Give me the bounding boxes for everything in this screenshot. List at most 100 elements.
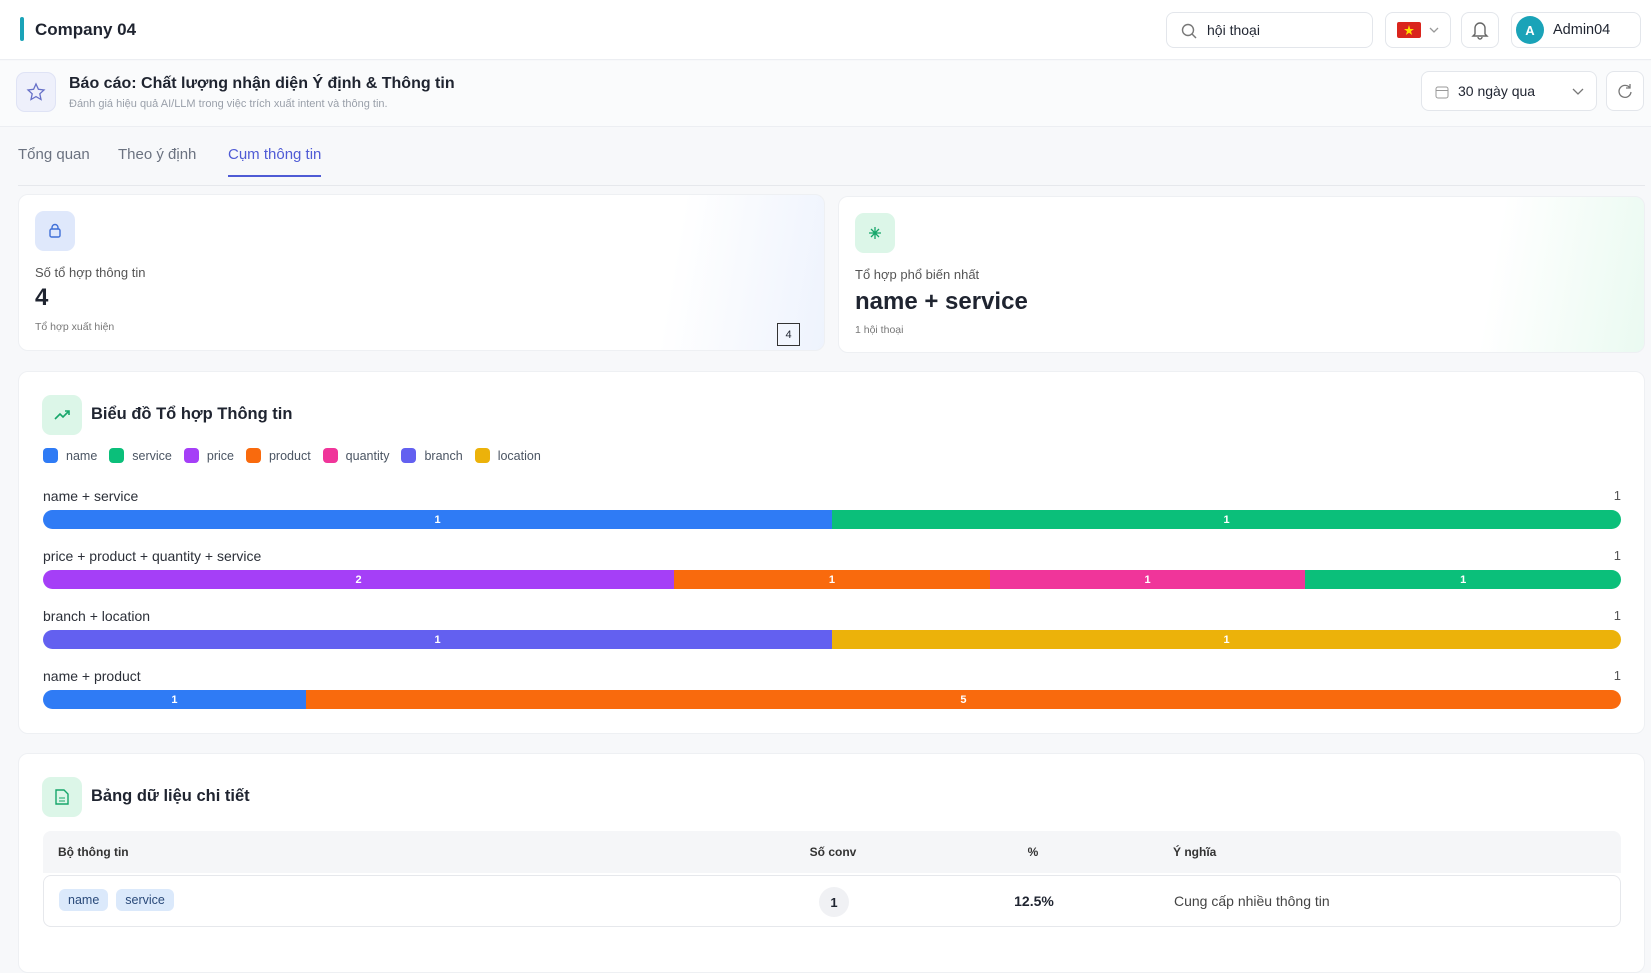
column-header: Bộ thông tin [58, 845, 129, 859]
bar-segment: 1 [43, 510, 832, 529]
legend-item: quantity [322, 448, 390, 463]
row-count: 1 [1613, 608, 1621, 623]
table-body: name service 1 12.5% Cung cấp nhiều thông ti… [43, 875, 1621, 933]
row-label: name + service [43, 488, 139, 504]
bar-segment: 1 [1305, 570, 1621, 589]
bar-segment: 5 [305, 690, 1621, 709]
table-title: Bảng dữ liệu chi tiết [91, 787, 250, 805]
bar-segment: 1 [832, 630, 1621, 649]
company-name: Company 04 [35, 20, 137, 39]
meaning: Cung cấp nhiều thông tin [1174, 893, 1330, 909]
legend-label: price [206, 448, 234, 463]
card-note: 1 hội thoại [855, 324, 904, 336]
percent: 12.5% [1014, 893, 1054, 909]
legend-swatch [474, 448, 490, 463]
bar-segment: 1 [43, 690, 306, 709]
legend: name service price product quantity branch loc… [43, 448, 553, 468]
legend-swatch [183, 448, 199, 463]
card-note: Tổ hợp xuất hiện [35, 321, 115, 333]
report-title: Báo cáo: Chất lượng nhận diện Ý định & T… [69, 75, 455, 92]
bar-segment: 1 [832, 510, 1621, 529]
tag: service [116, 889, 174, 911]
chart-title: Biểu đồ Tổ hợp Thông tin [91, 405, 293, 423]
language-button[interactable] [1385, 12, 1451, 48]
row-label: price + product + quantity + service [43, 548, 262, 564]
card-badge: 4 [777, 323, 800, 346]
bell-icon [1471, 22, 1489, 40]
card-value: name + service [855, 288, 1028, 315]
refresh-button[interactable] [1606, 71, 1644, 111]
tab[interactable]: Theo ý định [118, 146, 197, 163]
user-menu[interactable]: A Admin04 [1511, 12, 1641, 48]
legend-swatch [109, 448, 125, 463]
table-icon [42, 777, 82, 817]
stat-card: Số tổ hợp thông tin 4 Tổ hợp xuất hiện 4 [18, 194, 825, 351]
tag-list: name service [59, 889, 182, 911]
stat-card: Tổ hợp phổ biến nhất name + service 1 hộ… [838, 196, 1645, 353]
column-header: % [1027, 845, 1039, 859]
legend-item: product [245, 448, 311, 463]
table-panel: Bảng dữ liệu chi tiết Bộ thông tin Số con… [18, 753, 1645, 973]
report-bar: Báo cáo: Chất lượng nhận diện Ý định & T… [0, 61, 1651, 127]
row-count: 1 [1613, 668, 1621, 683]
legend-swatch [43, 448, 58, 463]
conv-count: 1 [819, 887, 849, 917]
chart-row: name + product 1 1 5 [43, 668, 1621, 728]
column-header: Ý nghĩa [1173, 845, 1217, 859]
tab-divider [18, 185, 1645, 186]
notifications-button[interactable] [1461, 12, 1499, 48]
legend-label: quantity [345, 448, 390, 463]
legend-label: product [268, 448, 311, 463]
bar-segment: 1 [989, 570, 1306, 589]
legend-label: name [66, 448, 98, 463]
avatar: A [1516, 16, 1544, 44]
legend-item: location [474, 448, 541, 463]
user-name: Admin04 [1553, 22, 1611, 38]
legend-label: service [132, 448, 172, 463]
card-label: Tổ hợp phổ biến nhất [855, 267, 980, 282]
report-subtitle: Đánh giá hiệu quả AI/LLM trong việc tríc… [69, 98, 388, 110]
row-label: branch + location [43, 608, 151, 624]
chart-row: branch + location 1 1 1 [43, 608, 1621, 668]
bar-segment: 1 [674, 570, 990, 589]
accent [20, 17, 24, 41]
tab[interactable]: Cụm thông tin [228, 146, 322, 177]
chart-icon [42, 395, 82, 435]
top-bar: Company 04 hội thoại A Admin04 [0, 0, 1651, 60]
period-select[interactable]: 30 ngày qua [1421, 71, 1597, 111]
bar-segment: 1 [43, 630, 832, 649]
search-box[interactable]: hội thoại [1166, 12, 1373, 48]
table-header: Bộ thông tin Số conv% Ý nghĩa [43, 831, 1621, 873]
legend-item: price [183, 448, 234, 463]
legend-label: location [497, 448, 541, 463]
legend-item: branch [401, 448, 463, 463]
legend-item: service [109, 448, 172, 463]
legend-swatch [322, 448, 338, 463]
tab[interactable]: Tổng quan [18, 146, 90, 163]
card-icon [855, 213, 895, 253]
row-label: name + product [43, 668, 141, 684]
bar-segment: 2 [43, 570, 675, 589]
legend-label: branch [424, 448, 463, 463]
legend-swatch [245, 448, 261, 463]
flag [1397, 22, 1439, 38]
chart-rows: name + service 1 1 1 price + product + quant… [43, 488, 1621, 728]
card-value: 4 [35, 284, 49, 311]
card-label: Số tổ hợp thông tin [35, 265, 146, 280]
table-row: name service 1 12.5% Cung cấp nhiều thông ti… [43, 875, 1621, 927]
search-text: hội thoại [1207, 22, 1260, 38]
row-count: 1 [1613, 488, 1621, 503]
card-icon [35, 211, 75, 251]
row-count: 1 [1613, 548, 1621, 563]
chart-panel: Biểu đồ Tổ hợp Thông tin name service pric… [18, 371, 1645, 734]
tag: name [59, 889, 109, 911]
chart-row: price + product + quantity + service 1 2 1 1… [43, 548, 1621, 608]
report-icon [16, 72, 56, 112]
period-text: 30 ngày qua [1458, 83, 1536, 99]
legend-swatch [401, 448, 417, 463]
